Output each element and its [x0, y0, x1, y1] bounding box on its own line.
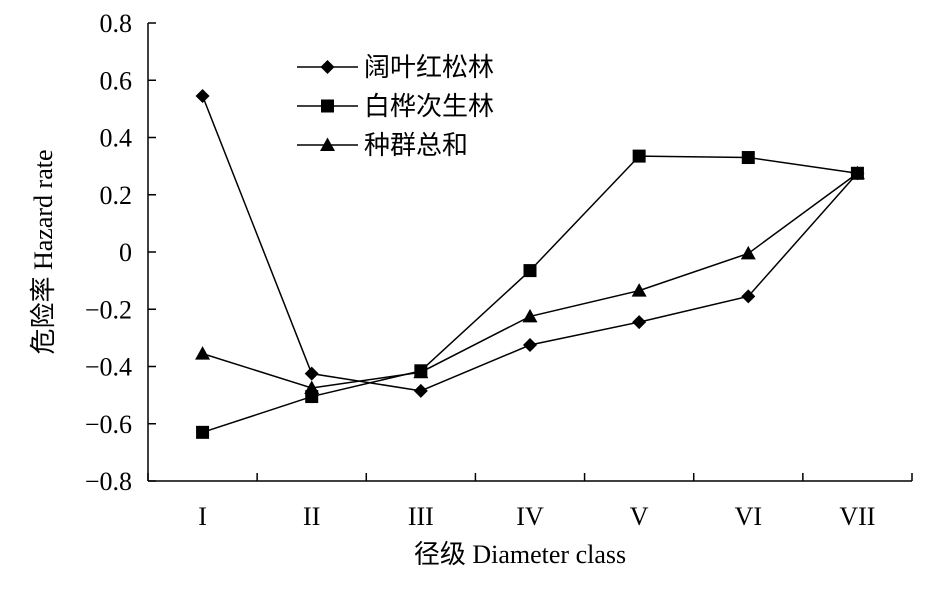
data-point-triangle: [631, 283, 647, 297]
x-tick-label: VII: [839, 502, 875, 531]
data-point-diamond: [195, 88, 210, 103]
data-point-diamond: [413, 383, 428, 398]
x-tick-label: VI: [735, 502, 762, 531]
series-triangle: [195, 165, 865, 394]
data-point-square: [632, 149, 646, 163]
y-tick-label: 0.6: [100, 66, 133, 95]
y-tick-label: −0.6: [85, 410, 132, 439]
legend-label: 种群总和: [364, 131, 468, 161]
x-axis-title: 径级 Diameter class: [414, 540, 626, 569]
data-point-triangle: [740, 245, 756, 260]
legend-label: 阔叶红松林: [364, 53, 494, 83]
y-tick-label: −0.2: [85, 295, 132, 324]
legend-marker-diamond: [320, 60, 335, 74]
data-point-triangle: [304, 380, 320, 394]
legend-marker-square: [321, 99, 334, 113]
data-point-diamond: [741, 289, 756, 304]
data-point-diamond: [632, 315, 647, 330]
data-point-triangle: [849, 165, 865, 180]
y-tick-label: −0.8: [85, 467, 132, 496]
legend-label: 白桦次生林: [364, 92, 494, 122]
data-point-square: [523, 264, 537, 278]
legend-item-diamond: 阔叶红松林: [297, 53, 494, 83]
series-group: [195, 88, 865, 439]
legend-marker-triangle: [320, 137, 335, 151]
series-line-triangle: [202, 172, 858, 389]
data-point-triangle: [522, 308, 538, 323]
series-square: [196, 149, 864, 439]
x-tick-label: V: [630, 502, 649, 531]
series-diamond: [195, 88, 865, 398]
x-tick-label: II: [303, 502, 320, 531]
data-point-square: [741, 151, 755, 165]
data-point-square: [196, 425, 210, 439]
ticks: 0.80.60.40.20−0.2−0.4−0.6−0.8I II III IV V VI…: [85, 9, 913, 531]
y-axis-title: 危险率 Hazard rate: [29, 149, 58, 354]
y-tick-label: 0.2: [100, 181, 133, 210]
data-point-triangle: [413, 364, 429, 379]
legend-item-triangle: 种群总和: [297, 131, 468, 161]
y-tick-label: 0.8: [100, 9, 133, 38]
y-tick-label: 0: [119, 238, 132, 267]
x-tick-label: I: [198, 502, 207, 531]
data-point-triangle: [195, 346, 211, 360]
legend-item-square: 白桦次生林: [297, 92, 494, 122]
data-point-diamond: [523, 338, 537, 353]
data-point-diamond: [304, 366, 319, 381]
y-tick-label: −0.4: [85, 353, 132, 382]
x-tick-label: III: [408, 502, 434, 531]
x-tick-label: IV: [516, 502, 544, 531]
y-tick-label: 0.4: [100, 124, 133, 153]
series-line-square: [202, 155, 858, 434]
